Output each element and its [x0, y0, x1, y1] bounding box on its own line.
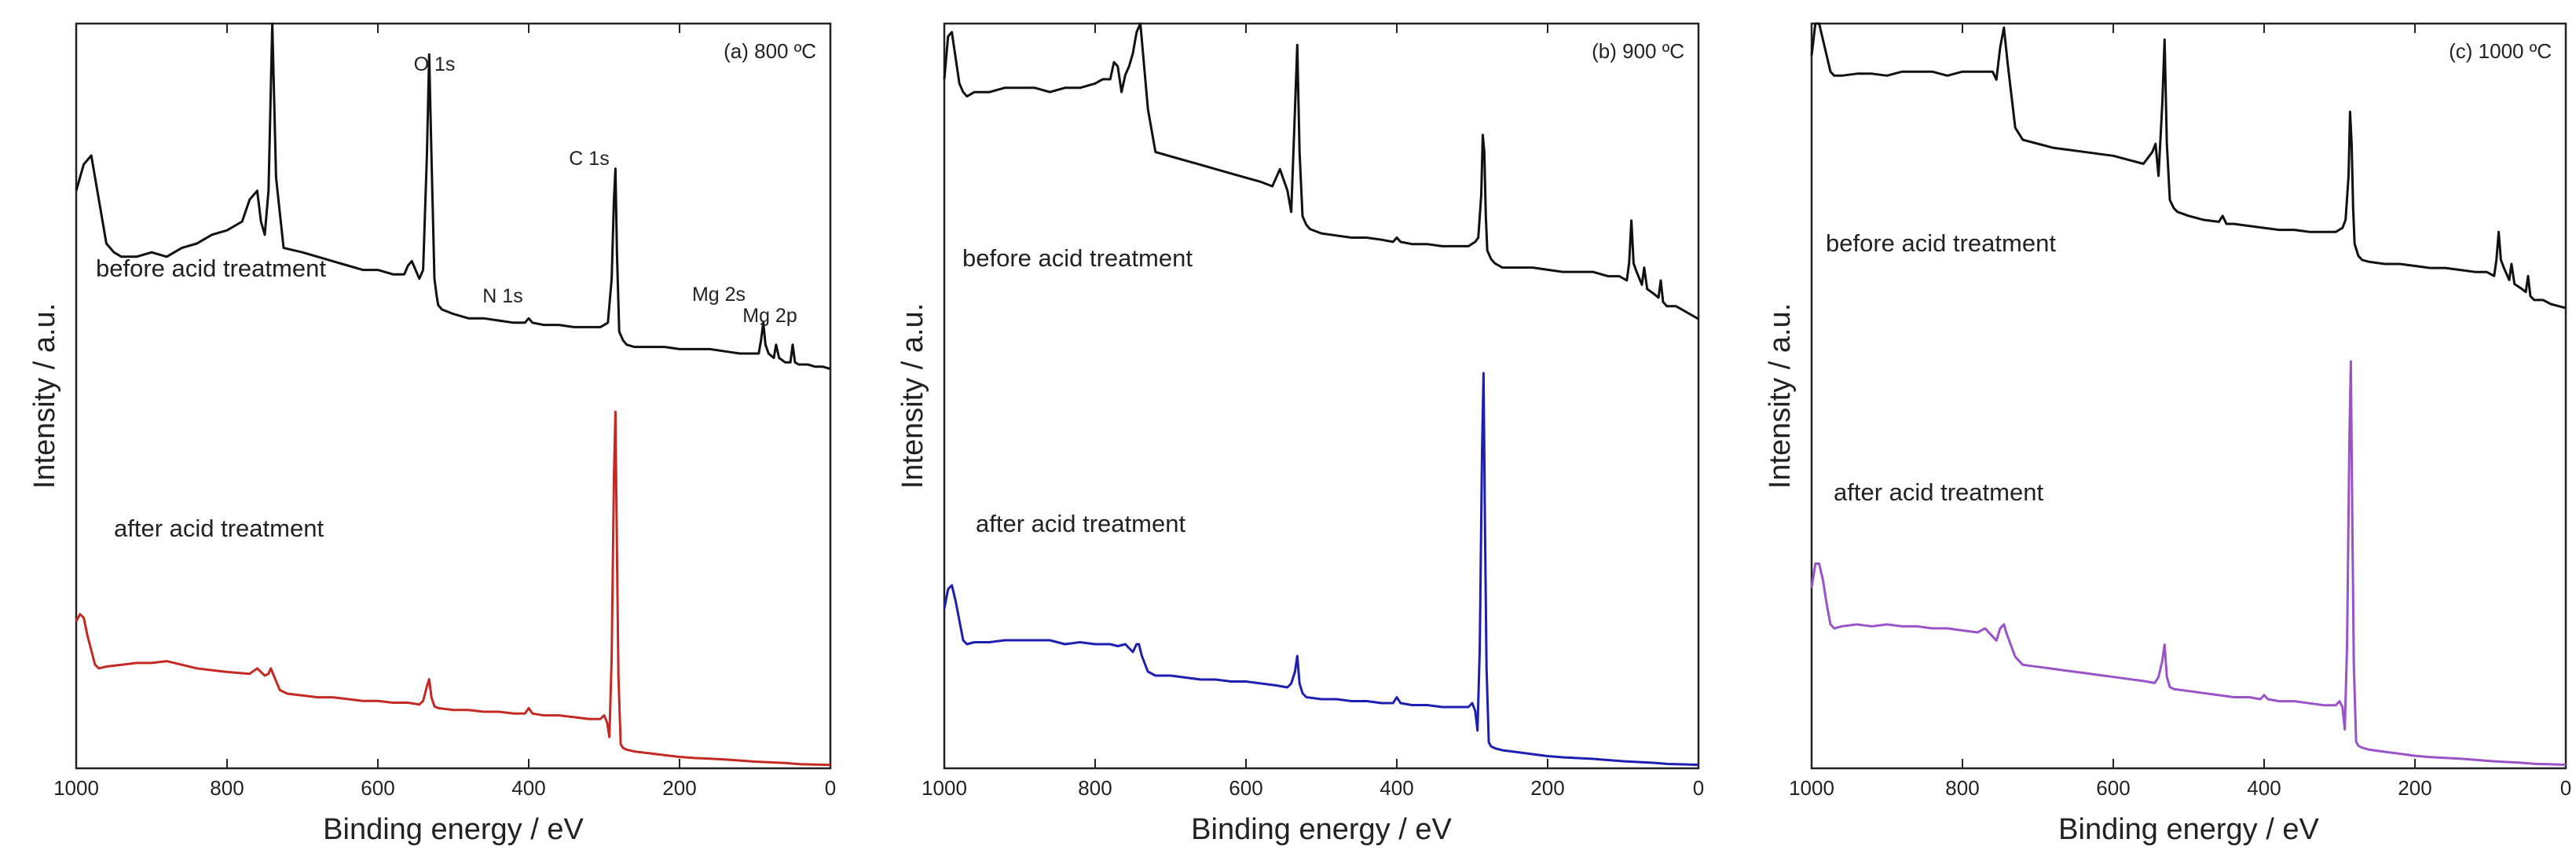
x-tick-label: 0 [1693, 776, 1704, 800]
series-line-after [1810, 360, 2567, 766]
y-axis-label: Intensity / a.u. [1764, 303, 1797, 489]
x-axis-label: Binding energy / eV [323, 813, 584, 846]
x-tick-label: 800 [1945, 776, 1979, 800]
chart-panel-b: 1000 800 600 400 200 0 Binding energy / eV Inte… [896, 22, 1704, 846]
curve-label-before: before acid treatment [96, 255, 326, 282]
chart-panel-c: 1000 800 600 400 200 0 Binding energy / eV Inte… [1764, 22, 2571, 846]
x-tick-label: 800 [210, 776, 244, 800]
series-line-before [943, 22, 1699, 321]
peak-label: O 1s [414, 53, 456, 75]
x-tick-label: 600 [2096, 776, 2130, 800]
plot-frame [75, 22, 832, 770]
x-tick-label: 600 [361, 776, 394, 800]
x-axis-label: Binding energy / eV [2058, 813, 2319, 846]
x-tick-label: 400 [2247, 776, 2281, 800]
curve-label-after: after acid treatment [1834, 478, 2043, 506]
x-tick-label: 1000 [922, 776, 967, 800]
curve-label-before: before acid treatment [1826, 229, 2056, 257]
y-axis-label: Intensity / a.u. [28, 303, 61, 489]
panel-tag: (b) 900 ºC [1592, 39, 1684, 63]
x-tick-label: 600 [1229, 776, 1262, 800]
peak-label: N 1s [482, 285, 522, 307]
x-tick-label: 0 [825, 776, 836, 800]
series-line-before [1810, 22, 2567, 310]
peak-label: Mg 2p [742, 305, 797, 327]
x-tick-label: 1000 [53, 776, 99, 800]
y-axis-label: Intensity / a.u. [896, 303, 929, 489]
x-tick-label: 400 [1380, 776, 1413, 800]
peak-label: C 1s [569, 148, 609, 170]
series-line-after [75, 410, 831, 767]
curve-label-after: after acid treatment [976, 510, 1185, 537]
peak-label: Mg 2s [692, 284, 746, 306]
x-tick-label: 0 [2560, 776, 2571, 800]
chart-panel-a: 1000 800 600 400 200 0 Binding energy / eV Inte… [28, 22, 836, 846]
series-line-after [943, 372, 1699, 766]
curve-label-before: before acid treatment [962, 244, 1193, 272]
x-tick-label: 400 [511, 776, 545, 800]
panel-tag: (a) 800 ºC [724, 39, 816, 63]
x-tick-label: 200 [2398, 776, 2431, 800]
x-tick-label: 800 [1078, 776, 1112, 800]
x-tick-label: 200 [1530, 776, 1564, 800]
curve-label-after: after acid treatment [114, 515, 324, 542]
plot-frame [943, 22, 1700, 770]
x-tick-label: 1000 [1789, 776, 1834, 800]
x-tick-label: 200 [662, 776, 696, 800]
plot-frame [1810, 22, 2567, 770]
x-axis-label: Binding energy / eV [1191, 813, 1452, 846]
series-line-before [75, 22, 831, 371]
panel-tag: (c) 1000 ºC [2449, 39, 2552, 63]
